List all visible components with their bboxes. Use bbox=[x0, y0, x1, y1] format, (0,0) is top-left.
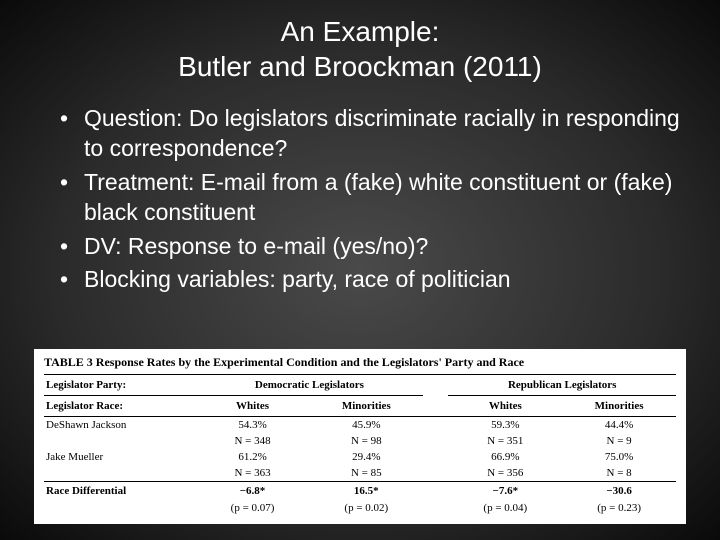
row-name: Jake Mueller bbox=[44, 449, 196, 465]
slide-title: An Example: Butler and Broockman (2011) bbox=[0, 0, 720, 84]
results-table: TABLE 3 Response Rates by the Experiment… bbox=[34, 349, 686, 524]
p-val: (p = 0.04) bbox=[448, 500, 562, 516]
subgroup: Minorities bbox=[562, 396, 676, 417]
bullet-item: Question: Do legislators discriminate ra… bbox=[60, 104, 680, 164]
table-row: N = 363 N = 85 N = 356 N = 8 bbox=[44, 465, 676, 482]
party-label: Legislator Party: bbox=[44, 375, 196, 396]
table-caption: TABLE 3 Response Rates by the Experiment… bbox=[44, 355, 676, 375]
diff-label: Race Differential bbox=[44, 482, 196, 501]
subgroup: Whites bbox=[196, 396, 310, 417]
cell-n: N = 351 bbox=[448, 433, 562, 449]
bullet-item: DV: Response to e-mail (yes/no)? bbox=[60, 232, 680, 262]
race-header-row: Legislator Race: Whites Minorities White… bbox=[44, 396, 676, 417]
cell-n: N = 98 bbox=[309, 433, 423, 449]
p-val: (p = 0.07) bbox=[196, 500, 310, 516]
bullet-item: Blocking variables: party, race of polit… bbox=[60, 265, 680, 295]
cell-pct: 44.4% bbox=[562, 417, 676, 434]
cell-n: N = 9 bbox=[562, 433, 676, 449]
title-line-1: An Example: bbox=[281, 16, 440, 47]
table-row: DeShawn Jackson 54.3% 45.9% 59.3% 44.4% bbox=[44, 417, 676, 434]
cell-n: N = 363 bbox=[196, 465, 310, 482]
table-row: Jake Mueller 61.2% 29.4% 66.9% 75.0% bbox=[44, 449, 676, 465]
p-val: (p = 0.02) bbox=[309, 500, 423, 516]
cell-pct: 59.3% bbox=[448, 417, 562, 434]
bullet-list: Question: Do legislators discriminate ra… bbox=[0, 84, 720, 295]
p-val: (p = 0.23) bbox=[562, 500, 676, 516]
cell-n: N = 8 bbox=[562, 465, 676, 482]
row-name: DeShawn Jackson bbox=[44, 417, 196, 434]
p-value-row: (p = 0.07) (p = 0.02) (p = 0.04) (p = 0.… bbox=[44, 500, 676, 516]
diff-val: −7.6* bbox=[448, 482, 562, 501]
diff-val: −6.8* bbox=[196, 482, 310, 501]
cell-pct: 45.9% bbox=[309, 417, 423, 434]
party-header-row: Legislator Party: Democratic Legislators… bbox=[44, 375, 676, 396]
cell-pct: 75.0% bbox=[562, 449, 676, 465]
table-row: N = 348 N = 98 N = 351 N = 9 bbox=[44, 433, 676, 449]
data-table: Legislator Party: Democratic Legislators… bbox=[44, 375, 676, 516]
cell-n: N = 85 bbox=[309, 465, 423, 482]
bullet-item: Treatment: E-mail from a (fake) white co… bbox=[60, 168, 680, 228]
cell-pct: 66.9% bbox=[448, 449, 562, 465]
title-line-2: Butler and Broockman (2011) bbox=[178, 51, 542, 82]
cell-n: N = 348 bbox=[196, 433, 310, 449]
diff-val: −30.6 bbox=[562, 482, 676, 501]
group-democratic: Democratic Legislators bbox=[196, 375, 424, 396]
cell-pct: 54.3% bbox=[196, 417, 310, 434]
race-label: Legislator Race: bbox=[44, 396, 196, 417]
cell-pct: 61.2% bbox=[196, 449, 310, 465]
diff-val: 16.5* bbox=[309, 482, 423, 501]
group-republican: Republican Legislators bbox=[448, 375, 676, 396]
cell-n: N = 356 bbox=[448, 465, 562, 482]
race-differential-row: Race Differential −6.8* 16.5* −7.6* −30.… bbox=[44, 482, 676, 501]
subgroup: Whites bbox=[448, 396, 562, 417]
subgroup: Minorities bbox=[309, 396, 423, 417]
cell-pct: 29.4% bbox=[309, 449, 423, 465]
